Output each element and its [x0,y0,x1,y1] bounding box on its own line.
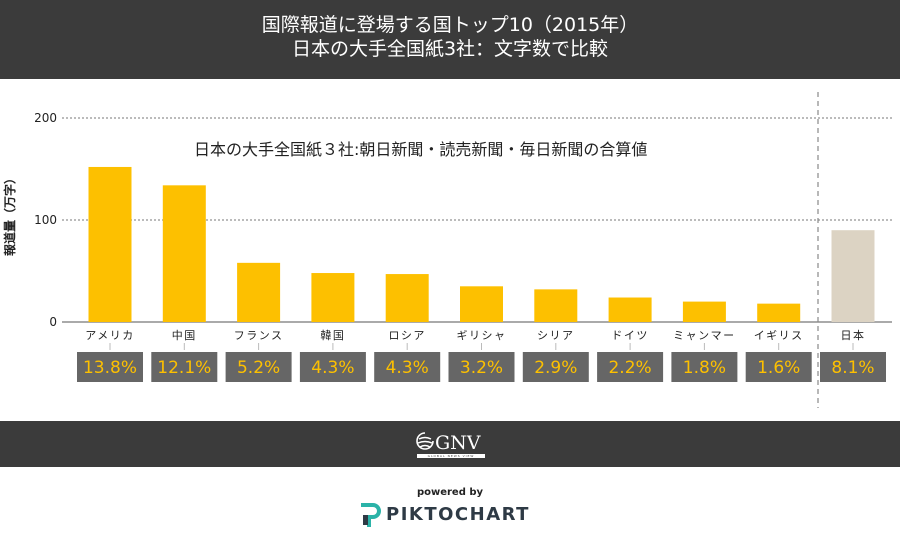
percent-label: 1.8% [683,358,726,378]
bar-chart: 0 100 200 アメリカ 13.8% 中国 12.1% フランス 5.2% 韓国 4.3% ロシア… [34,92,892,408]
piktochart-icon [361,503,381,527]
percent-label-box [448,352,515,382]
percent-label: 2.2% [608,358,651,378]
x-tick-label: 韓国 [320,329,345,342]
bar [162,185,206,322]
logo-wordmark: GNV [435,432,481,454]
bar [460,286,503,322]
x-tick-label: ロシア [388,329,426,342]
percent-label-box [374,352,441,382]
x-tick-label: アメリカ [85,329,134,342]
x-tick-label: 日本 [841,328,866,342]
percent-label-box [299,352,366,382]
bar [311,273,355,322]
bar [88,166,132,322]
percent-label-box [151,352,218,382]
percent-label: 8.1% [831,358,874,378]
chart-title-line2: 日本の大手全国紙3社：文字数で比較 [291,38,609,60]
percent-label: 5.2% [237,358,280,378]
x-tick-label: ドイツ [611,329,649,342]
percent-label: 2.9% [534,358,577,378]
y-tick-label: 200 [34,111,57,125]
gnv-logo: GNV GLOBAL NEWS VIEW [415,431,485,461]
bar [831,230,875,322]
x-tick-label: ギリシャ [457,329,507,342]
piktochart-logo[interactable]: PIKTOCHART [360,502,550,528]
bar [682,301,726,322]
percent-label: 12.1% [157,358,211,378]
bar [237,262,281,322]
percent-label-box [745,352,812,382]
percent-label: 4.3% [386,358,429,378]
x-tick-label: フランス [234,329,284,342]
y-axis-label: 報道量（万字） [3,171,17,256]
percent-label: 13.8% [83,358,137,378]
powered-by-text: powered by [416,487,484,498]
logo-strip: GLOBAL NEWS VIEW [417,454,485,458]
percent-label: 3.2% [460,358,503,378]
percent-label-box [820,352,886,382]
x-tick-label: 中国 [172,329,197,342]
percent-label: 4.3% [311,358,354,378]
piktochart-wordmark: PIKTOCHART [386,504,530,525]
bar [534,289,578,322]
percent-label: 1.6% [757,358,800,378]
x-tick-label: イギリス [754,329,804,342]
y-tick-label: 100 [34,213,57,227]
percent-label-box [225,352,292,382]
percent-label-box [77,352,143,382]
percent-label-box [597,352,664,382]
chart-title-line1: 国際報道に登場する国トップ10（2015年） [261,14,639,36]
globe-icon [416,432,434,450]
x-tick-label: ミャンマー [673,329,736,342]
footer-banner [0,421,900,467]
bar [385,274,429,322]
bar [608,297,652,322]
header-banner: 国際報道に登場する国トップ10（2015年） 日本の大手全国紙3社：文字数で比較 [0,0,900,79]
x-tick-label: シリア [537,329,575,342]
percent-label-box [671,352,738,382]
percent-label-box [522,352,589,382]
y-tick-label: 0 [49,315,57,329]
bar [757,303,801,322]
